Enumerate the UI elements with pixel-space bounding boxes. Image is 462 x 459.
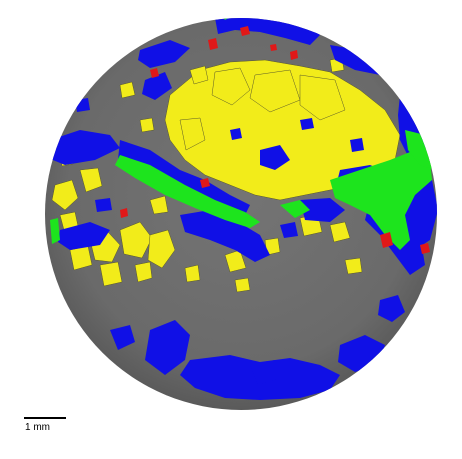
red-phase	[120, 26, 430, 254]
scale-bar-line	[24, 417, 66, 419]
yellow-phase	[51, 57, 415, 293]
green-phase	[50, 18, 437, 250]
scale-bar-label: 1 mm	[25, 422, 50, 433]
